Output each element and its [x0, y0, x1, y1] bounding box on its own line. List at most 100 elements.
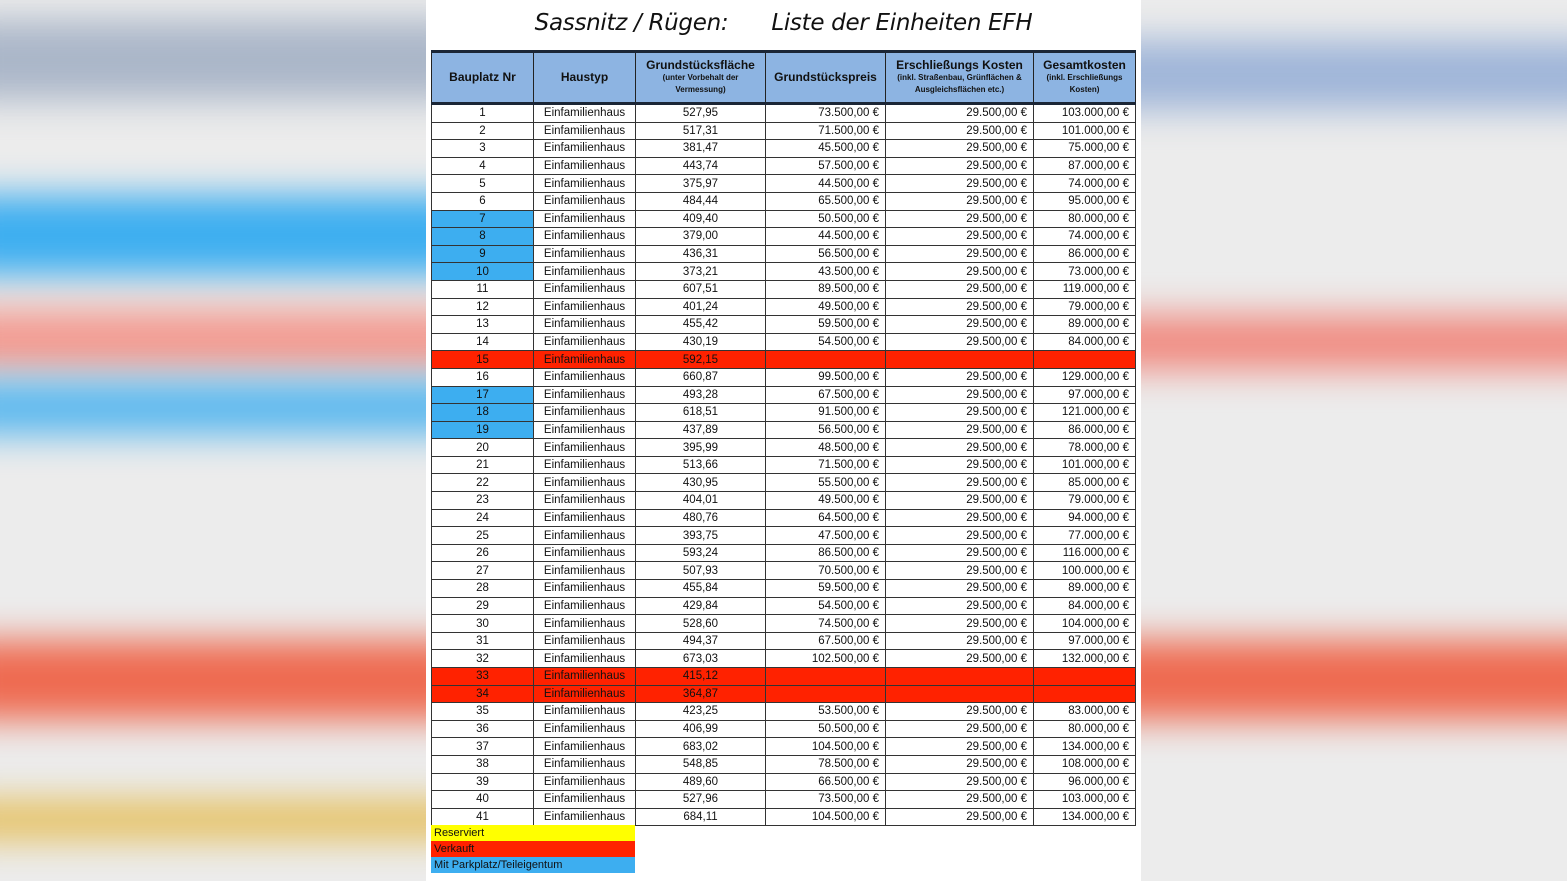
plot-number-cell: 3 — [431, 139, 534, 158]
house-type-cell: Einfamilienhaus — [533, 367, 636, 387]
plot-number-cell: 23 — [431, 491, 534, 510]
total-costs-cell: 79.000,00 € — [1033, 491, 1136, 510]
house-type-cell: Einfamilienhaus — [533, 103, 636, 123]
house-type-cell: Einfamilienhaus — [533, 807, 636, 827]
plot-number-cell: 24 — [431, 508, 534, 528]
plot-area-cell: 618,51 — [635, 403, 766, 422]
plot-price-cell: 59.500,00 € — [765, 579, 886, 598]
column-header-label: Bauplatz Nr — [449, 70, 516, 84]
development-costs-cell: 29.500,00 € — [885, 491, 1034, 510]
total-costs-cell: 89.000,00 € — [1033, 315, 1136, 334]
total-costs-cell: 78.000,00 € — [1033, 438, 1136, 457]
development-costs-cell: 29.500,00 € — [885, 332, 1034, 352]
development-costs-cell: 29.500,00 € — [885, 121, 1034, 141]
house-type-cell: Einfamilienhaus — [533, 297, 636, 317]
plot-price-cell: 99.500,00 € — [765, 367, 886, 387]
development-costs-cell: 29.500,00 € — [885, 174, 1034, 193]
plot-area-cell: 494,37 — [635, 631, 766, 651]
development-costs-cell: 29.500,00 € — [885, 473, 1034, 493]
table-row: 2 Einfamilienhaus 517,31 71.500,00 €29.500,… — [431, 121, 1136, 141]
development-costs-cell: 29.500,00 € — [885, 790, 1034, 809]
house-type-cell: Einfamilienhaus — [533, 279, 636, 299]
plot-number-cell: 2 — [431, 121, 534, 141]
development-costs-cell: 29.500,00 € — [885, 737, 1034, 756]
total-costs-cell: 74.000,00 € — [1033, 174, 1136, 193]
total-costs-cell — [1033, 684, 1136, 704]
total-costs-cell: 103.000,00 € — [1033, 103, 1136, 123]
plot-price-cell: 53.500,00 € — [765, 702, 886, 721]
column-header-label: Grundstückspreis — [774, 70, 877, 84]
development-costs-cell: 29.500,00 € — [885, 702, 1034, 721]
color-legend: Reserviert Verkauft Mit Parkplatz/Teileige… — [431, 825, 635, 873]
plot-price-cell: 86.500,00 € — [765, 543, 886, 563]
total-costs-cell: 97.000,00 € — [1033, 385, 1136, 405]
house-type-cell: Einfamilienhaus — [533, 244, 636, 264]
total-costs-cell: 121.000,00 € — [1033, 403, 1136, 422]
plot-area-cell: 436,31 — [635, 244, 766, 264]
column-header-label: Gesamtkosten — [1043, 58, 1126, 72]
house-type-cell: Einfamilienhaus — [533, 350, 636, 369]
plot-number-cell: 28 — [431, 579, 534, 598]
development-costs-cell: 29.500,00 € — [885, 262, 1034, 281]
house-type-cell: Einfamilienhaus — [533, 315, 636, 334]
house-type-cell: Einfamilienhaus — [533, 543, 636, 563]
plot-number-cell: 12 — [431, 297, 534, 317]
column-header-note: (inkl. Straßenbau, Grünflächen & Ausglei… — [897, 73, 1022, 94]
plot-area-cell: 401,24 — [635, 297, 766, 317]
column-header-label: Grundstücksfläche — [646, 58, 755, 72]
development-costs-cell: 29.500,00 € — [885, 367, 1034, 387]
table-row: 29 Einfamilienhaus 429,84 54.500,00 €29.500… — [431, 596, 1136, 616]
plot-area-cell: 381,47 — [635, 139, 766, 158]
plot-area-cell: 375,97 — [635, 174, 766, 193]
plot-area-cell: 489,60 — [635, 772, 766, 792]
house-type-cell: Einfamilienhaus — [533, 174, 636, 193]
house-type-cell: Einfamilienhaus — [533, 156, 636, 176]
table-row: 9 Einfamilienhaus 436,31 56.500,00 €29.500,… — [431, 244, 1136, 264]
table-row: 23 Einfamilienhaus 404,01 49.500,00 €29.500… — [431, 491, 1136, 510]
plot-number-cell: 41 — [431, 807, 534, 827]
plot-price-cell: 104.500,00 € — [765, 737, 886, 756]
table-row: 5 Einfamilienhaus 375,97 44.500,00 €29.500,… — [431, 174, 1136, 193]
total-costs-cell: 80.000,00 € — [1033, 209, 1136, 229]
plot-area-cell: 430,19 — [635, 332, 766, 352]
plot-number-cell: 35 — [431, 702, 534, 721]
plot-number-cell: 25 — [431, 526, 534, 545]
table-row: 16 Einfamilienhaus 660,87 99.500,00 €29.500… — [431, 367, 1136, 387]
house-type-cell: Einfamilienhaus — [533, 614, 636, 633]
column-header-note: (unter Vorbehalt der Vermessung) — [662, 73, 739, 94]
plot-number-cell: 8 — [431, 227, 534, 246]
plot-price-cell: 49.500,00 € — [765, 297, 886, 317]
plot-area-cell: 443,74 — [635, 156, 766, 176]
plot-number-cell: 15 — [431, 350, 534, 369]
legend-item: Reserviert — [431, 825, 635, 841]
total-costs-cell: 84.000,00 € — [1033, 332, 1136, 352]
table-row: 35 Einfamilienhaus 423,25 53.500,00 €29.500… — [431, 702, 1136, 721]
house-type-cell: Einfamilienhaus — [533, 579, 636, 598]
development-costs-cell: 29.500,00 € — [885, 297, 1034, 317]
plot-price-cell: 66.500,00 € — [765, 772, 886, 792]
table-header-row: Bauplatz Nr Haustyp Grundstücksfläche (unte… — [431, 51, 1136, 104]
units-table: Bauplatz Nr Haustyp Grundstücksfläche (unte… — [431, 50, 1136, 827]
plot-area-cell: 395,99 — [635, 438, 766, 457]
plot-area-cell: 373,21 — [635, 262, 766, 281]
total-costs-cell: 89.000,00 € — [1033, 579, 1136, 598]
plot-area-cell: 455,84 — [635, 579, 766, 598]
total-costs-cell: 94.000,00 € — [1033, 508, 1136, 528]
total-costs-cell: 103.000,00 € — [1033, 790, 1136, 809]
house-type-cell: Einfamilienhaus — [533, 438, 636, 457]
column-header: Bauplatz Nr — [431, 51, 534, 104]
table-row: 25 Einfamilienhaus 393,75 47.500,00 €29.500… — [431, 526, 1136, 545]
plot-number-cell: 29 — [431, 596, 534, 616]
table-row: 33 Einfamilienhaus 415,12 — [431, 667, 1136, 686]
table-row: 31 Einfamilienhaus 494,37 67.500,00 €29.500… — [431, 631, 1136, 651]
house-type-cell: Einfamilienhaus — [533, 526, 636, 545]
total-costs-cell: 97.000,00 € — [1033, 631, 1136, 651]
plot-area-cell: 607,51 — [635, 279, 766, 299]
plot-price-cell: 67.500,00 € — [765, 631, 886, 651]
plot-price-cell: 89.500,00 € — [765, 279, 886, 299]
house-type-cell: Einfamilienhaus — [533, 631, 636, 651]
development-costs-cell: 29.500,00 € — [885, 596, 1034, 616]
page-title: Sassnitz / Rügen: Liste der Einheiten EF… — [426, 10, 1141, 36]
development-costs-cell: 29.500,00 € — [885, 139, 1034, 158]
development-costs-cell: 29.500,00 € — [885, 631, 1034, 651]
